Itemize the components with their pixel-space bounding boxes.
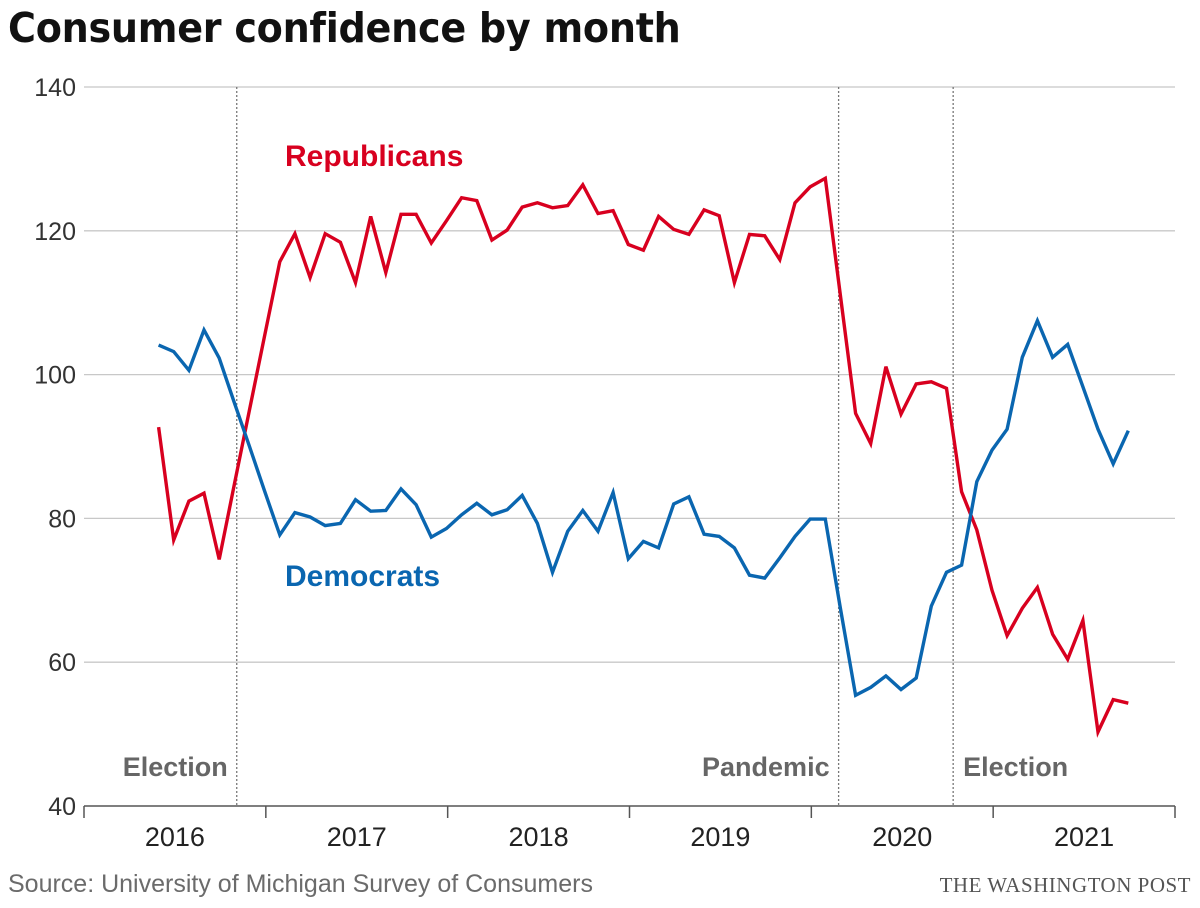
y-tick-label: 60 xyxy=(48,649,76,677)
y-tick-label: 80 xyxy=(48,505,76,533)
series-label-republicans: Republicans xyxy=(285,140,463,173)
annotation-label: Pandemic xyxy=(702,752,830,782)
series-label-democrats: Democrats xyxy=(285,560,440,593)
annotation-label: Election xyxy=(123,752,228,782)
chart-title: Consumer confidence by month xyxy=(8,4,681,52)
publisher-credit: THE WASHINGTON POST xyxy=(939,873,1191,897)
y-tick-label: 140 xyxy=(34,74,76,102)
x-tick-label: 2016 xyxy=(145,822,205,852)
source-note: Source: University of Michigan Survey of… xyxy=(8,870,593,898)
x-tick-label: 2021 xyxy=(1054,822,1114,852)
y-tick-label: 120 xyxy=(34,218,76,246)
x-tick-label: 2017 xyxy=(327,822,387,852)
y-tick-label: 100 xyxy=(34,362,76,390)
x-tick-label: 2019 xyxy=(690,822,750,852)
x-tick-label: 2018 xyxy=(509,822,569,852)
y-tick-label: 40 xyxy=(48,793,76,821)
x-tick-label: 2020 xyxy=(872,822,932,852)
series-line-democrats xyxy=(157,316,1130,698)
series-line-republicans xyxy=(156,175,1129,738)
annotation-label: Election xyxy=(963,752,1068,782)
